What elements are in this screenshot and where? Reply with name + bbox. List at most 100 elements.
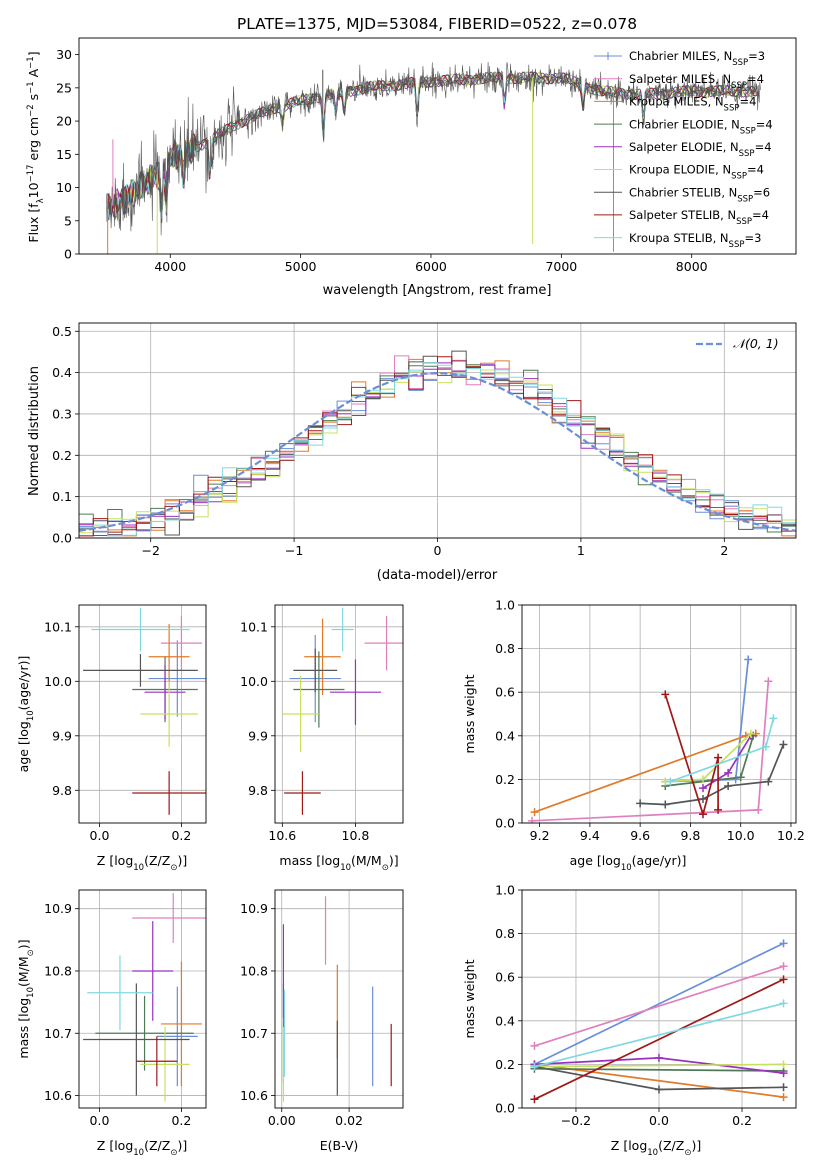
weight-marker-chabrier_stelib — [779, 740, 788, 749]
label-part: (M/M — [351, 853, 382, 868]
label-part: −2 — [26, 104, 36, 117]
label-part: 10 — [26, 987, 36, 998]
weight-marker-kroupa_stelib — [666, 777, 675, 786]
label-part: Salpeter MILES, N — [629, 72, 731, 86]
weight-line-chabrier_miles — [534, 942, 784, 1066]
y-tick-label: 10.9 — [240, 901, 268, 916]
label-part: 10 — [26, 182, 41, 198]
legend-label-salpeter_miles: Salpeter MILES, NSSP=4 — [629, 72, 764, 91]
weight-marker-salpeter_miles — [764, 677, 773, 686]
label-part: SSP — [737, 194, 753, 204]
y-tick-label: 0.4 — [495, 1013, 515, 1028]
weight-line-chabrier_miles — [665, 659, 750, 783]
y-tick-label: 0.0 — [495, 816, 515, 831]
label-part: Z [log — [97, 1138, 133, 1153]
label-part: =3 — [748, 49, 765, 63]
label-part: (Z/Z — [144, 1138, 170, 1153]
y-tick-label: 0.2 — [52, 448, 72, 463]
axes-mass-weight-vs-age: 9.2 9.4 9.6 9.8 10.0 10.2 0.0 0.2 0.4 0.6 0.8 1.0 ag… — [462, 598, 805, 874]
y-tick-label: 10.7 — [44, 1026, 72, 1041]
label-part: (age/yr)] — [16, 656, 31, 711]
label-part: Kroupa ELODIE, N — [629, 163, 731, 177]
label-part: Chabrier MILES, N — [629, 49, 732, 63]
y-tick-label: 9.8 — [52, 783, 72, 798]
x-tick-label: 0.00 — [268, 1113, 296, 1128]
label-part: )] — [177, 1138, 187, 1153]
legend-label-kroupa_elodie: Kroupa ELODIE, NSSP=4 — [629, 163, 764, 182]
legend-label-salpeter_elodie: Salpeter ELODIE, NSSP=4 — [629, 140, 772, 159]
x-tick-label: 10.6 — [268, 828, 296, 843]
histogram-kroupa_stelib — [79, 362, 796, 537]
label-part: mass [log — [279, 853, 340, 868]
plot-area-mass-vs-z — [83, 893, 206, 1102]
axes-hist: −2 −1 0 1 2 0.0 0.1 0.2 0.3 0.4 0.5 (data-model)/er… — [27, 322, 797, 583]
y-tick-label: 0.8 — [495, 926, 515, 941]
y-tick-label: 10.7 — [240, 1026, 268, 1041]
legend-label-chabrier_elodie: Chabrier ELODIE, NSSP=4 — [629, 117, 773, 136]
y-tick-label: 0.0 — [52, 531, 72, 546]
axes-age-vs-z: 0.0 0.29.89.910.010.1Z [log10(Z/Z⊙)]age [… — [16, 604, 207, 873]
y-tick-label: 9.8 — [248, 783, 268, 798]
label-part: age [log — [16, 721, 31, 772]
x-tick-label: 10.8 — [342, 828, 370, 843]
x-tick-label: −1 — [285, 543, 303, 558]
label-part: (Z/Z — [658, 1138, 684, 1153]
x-tick-label: 9.8 — [680, 828, 700, 843]
x-tick-label: 0.2 — [171, 828, 191, 843]
weight-marker-salpeter_elodie — [779, 1069, 788, 1078]
y-tick-label: 0.6 — [495, 970, 515, 985]
weight-marker-chabrier_stelib — [779, 1083, 788, 1092]
weight-line-chabrier_elodie — [534, 1067, 784, 1072]
y-axis-label: mass weight — [462, 674, 477, 753]
y-tick-label: 15 — [56, 147, 72, 162]
y-tick-label: 10.6 — [240, 1088, 268, 1103]
y-tick-label: 0.3 — [52, 406, 72, 421]
weight-marker-salpeter_elodie — [724, 768, 733, 777]
y-axis-label: age [log10(age/yr)] — [16, 656, 36, 773]
weight-marker-chabrier_stelib — [764, 777, 773, 786]
y-tick-label: 5 — [64, 213, 72, 228]
label-part: 10 — [133, 863, 144, 873]
y-tick-label: 0.5 — [52, 324, 72, 339]
figure-title: PLATE=1375, MJD=53084, FIBERID=0522, z=0… — [237, 15, 637, 33]
plot-area-spectrum — [106, 61, 762, 254]
label-part: =4 — [752, 208, 769, 222]
x-tick-label: 4000 — [154, 259, 186, 274]
y-tick-label: 9.9 — [248, 728, 268, 743]
x-axis-label: (data-model)/error — [377, 568, 498, 583]
label-part: )] — [389, 853, 399, 868]
label-part: ⊙ — [382, 863, 389, 873]
x-tick-label: 10.2 — [777, 828, 805, 843]
weight-marker-chabrier_stelib — [661, 800, 670, 809]
weight-marker-salpeter_stelib — [698, 810, 707, 819]
histogram-chabrier_stelib — [79, 350, 796, 536]
x-tick-label: 2 — [720, 543, 728, 558]
axes-spectrum: 4000 5000 6000 7000 8000 0 5 10 15 20 25 30 waveleng… — [26, 37, 797, 298]
weight-marker-salpeter_stelib — [779, 975, 788, 984]
y-axis-label: Flux [fλ10−17 erg cm−2 s−1 A−1] — [26, 51, 46, 242]
x-tick-label: 0.2 — [171, 1113, 191, 1128]
label-part: ⊙ — [684, 1148, 691, 1158]
x-tick-label: 9.2 — [530, 828, 550, 843]
x-tick-label: 0.0 — [649, 1113, 669, 1128]
weight-marker-salpeter_miles — [528, 816, 537, 823]
label-part: ] — [26, 51, 41, 56]
x-tick-label: 7000 — [545, 259, 577, 274]
y-axis-label: mass [log10(M/M⊙)] — [16, 939, 36, 1058]
legend-label-kroupa_miles: Kroupa MILES, NSSP=4 — [629, 95, 756, 114]
label-part: Kroupa STELIB, N — [629, 231, 729, 245]
weight-marker-kroupa_stelib — [530, 1062, 539, 1071]
weight-marker-kroupa_elodie — [746, 729, 755, 738]
weight-marker-kroupa_miles — [779, 1093, 788, 1102]
x-tick-label: 10.0 — [727, 828, 755, 843]
x-axis-label: Z [log10(Z/Z⊙)] — [97, 1138, 187, 1158]
y-tick-label: 10 — [56, 180, 72, 195]
label-part: =4 — [739, 95, 756, 109]
y-tick-label: 0.2 — [495, 1057, 515, 1072]
x-tick-label: 0.2 — [732, 1113, 752, 1128]
weight-marker-chabrier_stelib — [698, 795, 707, 804]
label-part: )] — [691, 1138, 701, 1153]
label-part: SSP — [731, 172, 747, 182]
y-tick-label: 20 — [56, 114, 72, 129]
